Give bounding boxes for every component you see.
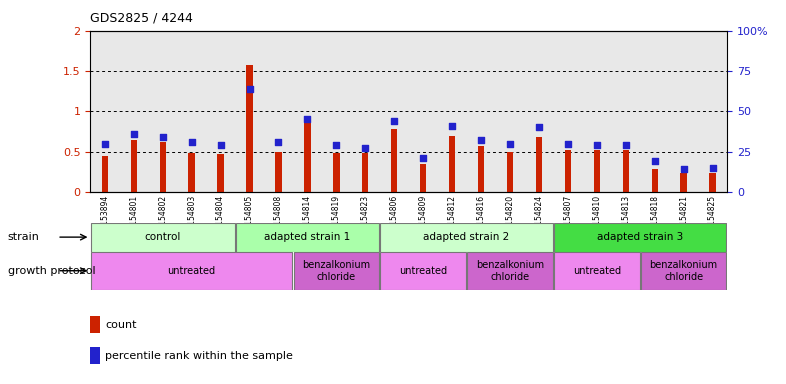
Bar <box>438 31 467 192</box>
Point <box>533 124 545 131</box>
Point <box>127 131 140 137</box>
Bar <box>681 174 687 192</box>
Bar <box>391 129 398 192</box>
Text: benzalkonium
chloride: benzalkonium chloride <box>476 260 544 281</box>
Bar <box>189 153 195 192</box>
Bar <box>362 153 369 192</box>
Point <box>244 86 256 92</box>
Bar <box>149 31 177 192</box>
Bar <box>641 252 726 290</box>
Text: adapted strain 3: adapted strain 3 <box>597 232 683 242</box>
Bar <box>91 252 292 290</box>
Bar <box>275 152 281 192</box>
Bar <box>90 347 101 364</box>
Bar <box>420 164 426 192</box>
Bar <box>564 150 571 192</box>
Bar <box>612 31 641 192</box>
Bar <box>293 252 379 290</box>
Text: strain: strain <box>8 232 40 242</box>
Bar <box>623 150 629 192</box>
Bar <box>409 31 438 192</box>
Point <box>301 116 314 122</box>
Bar <box>524 31 553 192</box>
Text: percentile rank within the sample: percentile rank within the sample <box>105 351 293 361</box>
Bar <box>536 137 542 192</box>
Bar <box>236 223 379 252</box>
Bar <box>130 140 137 192</box>
Text: growth protocol: growth protocol <box>8 266 95 276</box>
Point <box>446 123 458 129</box>
Bar <box>593 150 600 192</box>
Bar <box>304 121 310 192</box>
Bar <box>495 31 524 192</box>
Bar <box>101 156 108 192</box>
Point <box>359 146 372 152</box>
Bar <box>478 146 484 192</box>
Bar <box>467 31 495 192</box>
Point <box>562 141 575 147</box>
Bar <box>119 31 149 192</box>
Text: GDS2825 / 4244: GDS2825 / 4244 <box>90 12 193 25</box>
Point <box>707 165 719 171</box>
Bar <box>698 31 727 192</box>
Text: untreated: untreated <box>399 266 447 276</box>
Bar <box>235 31 264 192</box>
Text: benzalkonium
chloride: benzalkonium chloride <box>303 260 370 281</box>
Text: untreated: untreated <box>167 266 215 276</box>
Bar <box>293 31 322 192</box>
Bar <box>467 252 553 290</box>
Bar <box>380 223 553 252</box>
Text: count: count <box>105 320 137 330</box>
Bar <box>333 153 340 192</box>
Point <box>330 142 343 148</box>
Bar <box>218 154 224 192</box>
Bar <box>264 31 293 192</box>
Bar <box>641 31 669 192</box>
Point <box>590 142 603 148</box>
Bar <box>380 252 466 290</box>
Text: benzalkonium
chloride: benzalkonium chloride <box>649 260 718 281</box>
Text: control: control <box>145 232 181 242</box>
Point <box>504 141 516 147</box>
Bar <box>206 31 235 192</box>
Bar <box>553 31 582 192</box>
Point <box>272 139 285 145</box>
Bar <box>554 223 726 252</box>
Point <box>156 134 169 140</box>
Point <box>648 158 661 164</box>
Bar <box>449 136 455 192</box>
Bar <box>160 142 166 192</box>
Bar <box>90 31 119 192</box>
Bar <box>710 173 716 192</box>
Bar <box>582 31 612 192</box>
Bar <box>177 31 206 192</box>
Point <box>475 137 487 144</box>
Point <box>417 155 429 161</box>
Bar <box>351 31 380 192</box>
Bar <box>91 223 234 252</box>
Bar <box>554 252 640 290</box>
Point <box>98 141 111 147</box>
Point <box>185 139 198 145</box>
Bar <box>246 65 253 192</box>
Bar <box>380 31 409 192</box>
Point <box>215 142 227 148</box>
Bar <box>507 152 513 192</box>
Bar <box>669 31 698 192</box>
Text: adapted strain 1: adapted strain 1 <box>264 232 351 242</box>
Bar <box>322 31 351 192</box>
Bar <box>652 169 658 192</box>
Text: untreated: untreated <box>573 266 621 276</box>
Point <box>388 118 401 124</box>
Point <box>678 166 690 172</box>
Point <box>619 142 632 148</box>
Bar <box>90 316 101 333</box>
Text: adapted strain 2: adapted strain 2 <box>424 232 510 242</box>
